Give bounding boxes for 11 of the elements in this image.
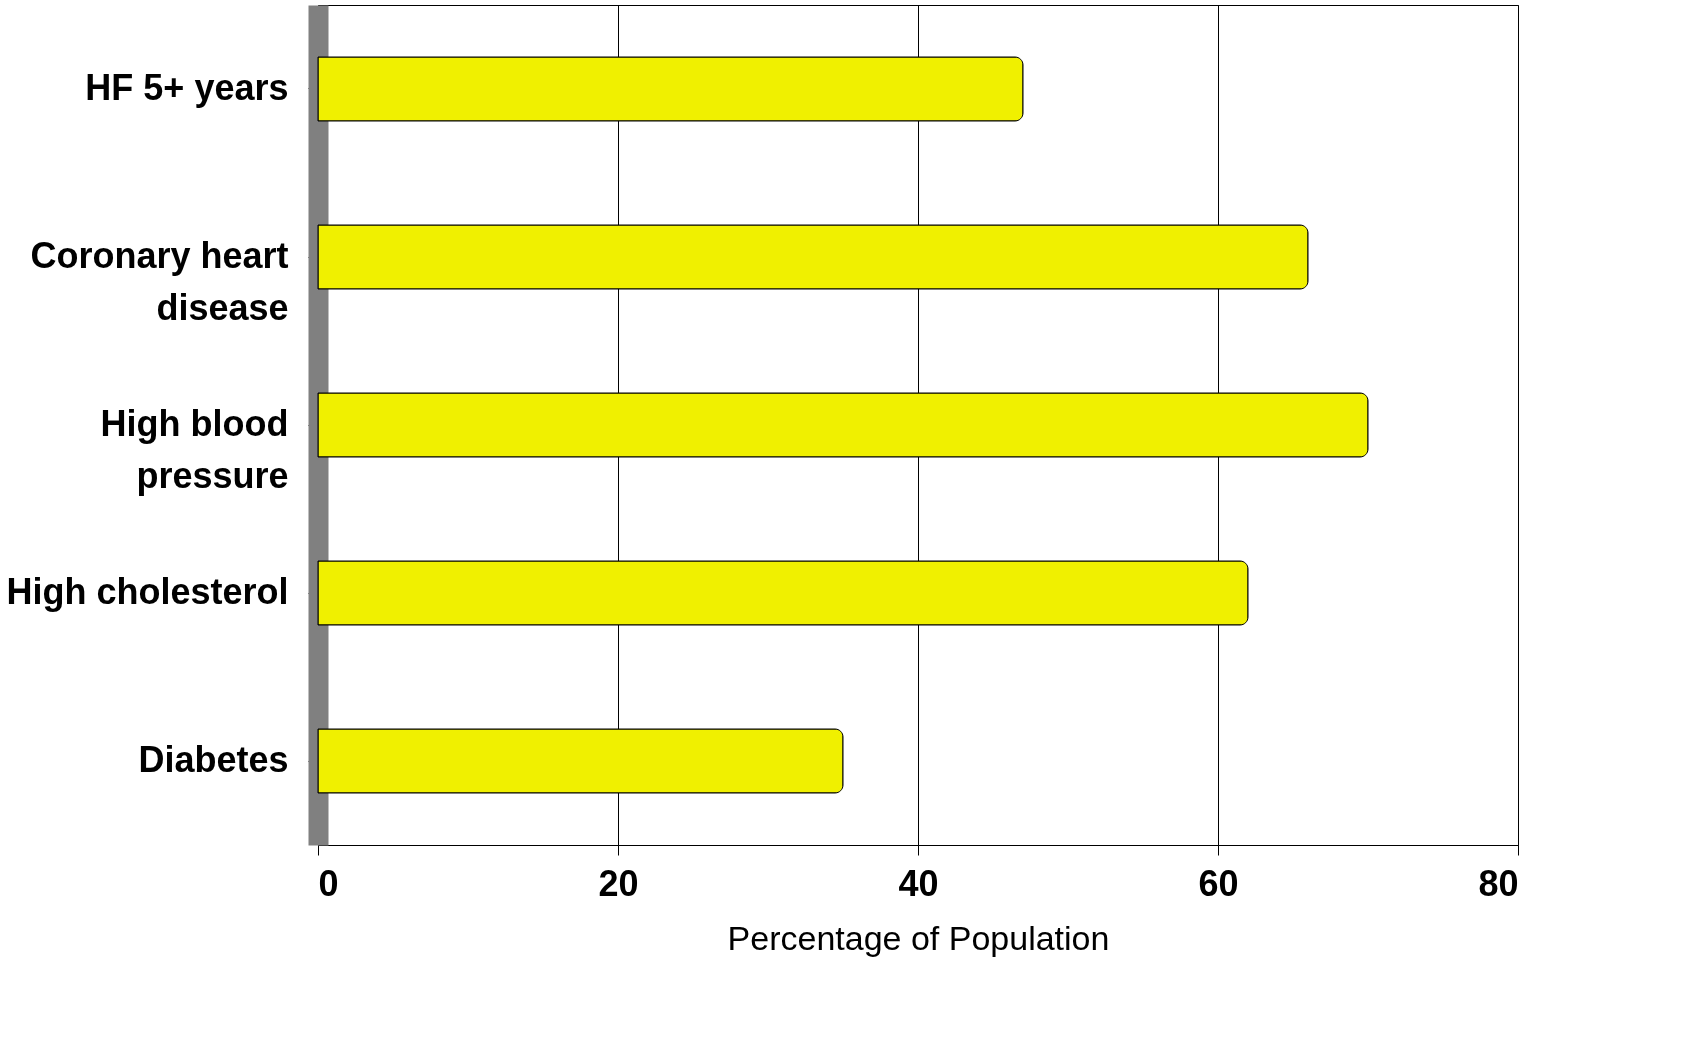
y-tick-label: High blood pressure bbox=[100, 403, 289, 496]
x-tick-label: 60 bbox=[1198, 862, 1239, 904]
x-tick-label: 0 bbox=[318, 862, 339, 904]
x-tick-label: 20 bbox=[598, 862, 639, 904]
x-tick-label: 80 bbox=[1478, 862, 1519, 904]
y-tick-label: HF 5+ years bbox=[85, 67, 289, 108]
x-tick-label: 40 bbox=[898, 862, 939, 904]
y-tick-label: High cholesterol bbox=[6, 571, 289, 612]
y-tick-label: Coronary heart disease bbox=[30, 235, 289, 328]
x-axis-title: Percentage of Population bbox=[727, 918, 1110, 957]
y-tick-label: Diabetes bbox=[138, 739, 289, 780]
